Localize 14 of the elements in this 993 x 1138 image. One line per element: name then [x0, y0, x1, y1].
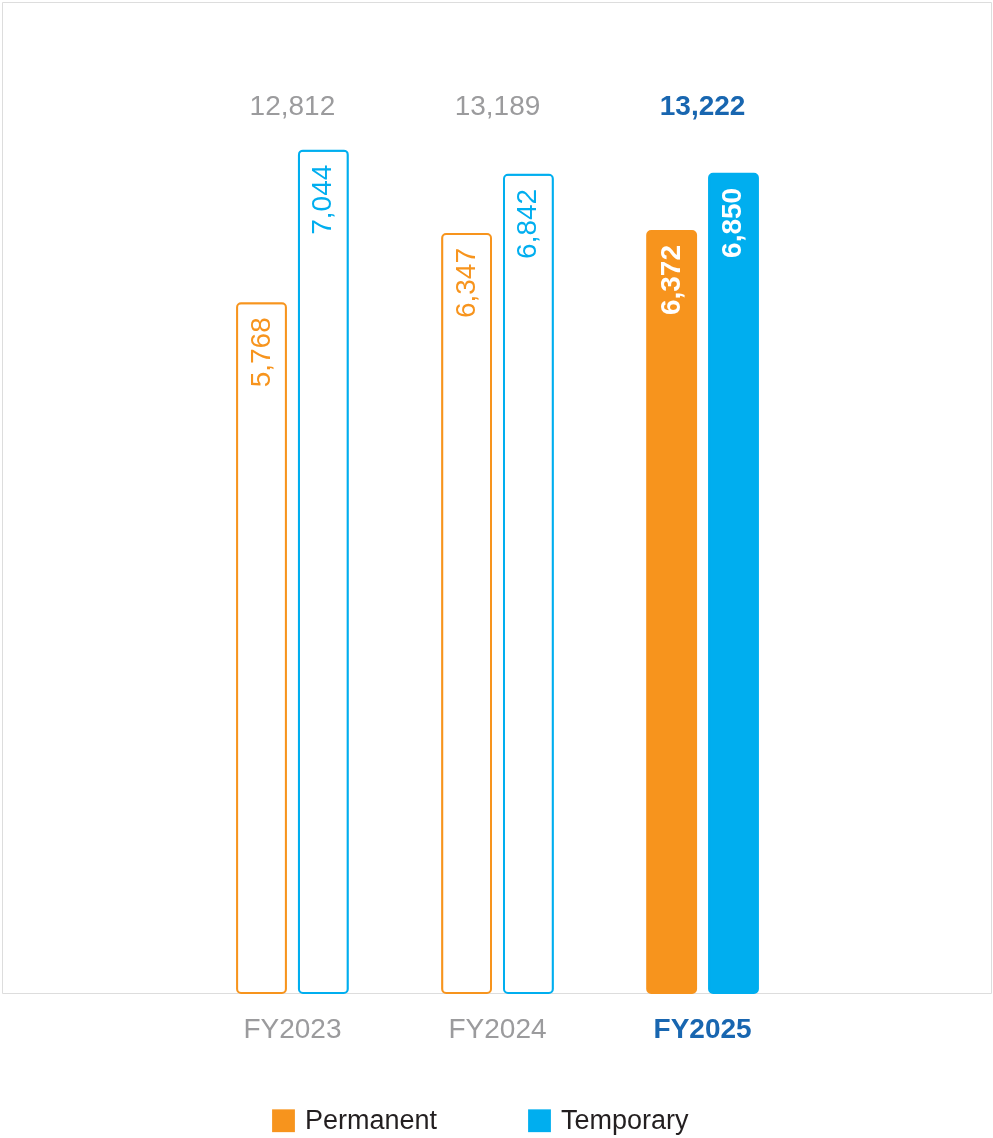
total-label: 13,222 — [659, 90, 746, 121]
x-tick-label: FY2025 — [653, 1012, 752, 1044]
x-tick-label: FY2024 — [448, 1012, 547, 1044]
data-label: 6,842 — [511, 188, 543, 259]
data-label: 7,044 — [306, 164, 338, 235]
legend-label: Temporary — [561, 1104, 690, 1135]
data-label: 6,372 — [654, 245, 686, 316]
legend-label: Permanent — [305, 1104, 438, 1135]
total-label: 12,812 — [249, 90, 336, 121]
total-label: 13,189 — [454, 90, 541, 121]
x-tick-label: FY2023 — [243, 1012, 342, 1044]
data-label: 6,850 — [716, 187, 748, 258]
data-label: 6,347 — [449, 248, 481, 319]
data-label: 5,768 — [244, 317, 276, 388]
